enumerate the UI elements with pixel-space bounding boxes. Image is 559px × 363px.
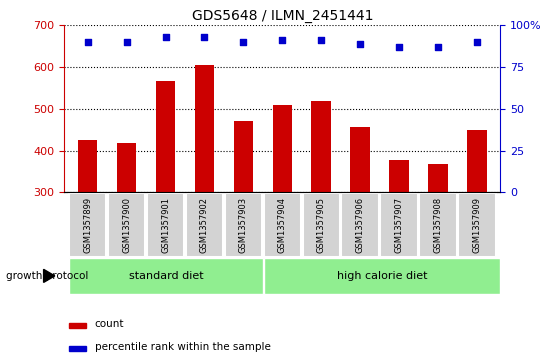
Bar: [69, 346, 86, 351]
Text: high calorie diet: high calorie diet: [337, 271, 428, 281]
Point: [161, 34, 170, 40]
FancyBboxPatch shape: [458, 193, 496, 257]
Bar: [428, 164, 448, 192]
Bar: [234, 121, 253, 192]
Bar: [195, 65, 214, 192]
Text: GSM1357904: GSM1357904: [278, 197, 287, 253]
Text: GSM1357901: GSM1357901: [161, 197, 170, 253]
Bar: [350, 127, 370, 192]
Point: [200, 34, 209, 40]
FancyBboxPatch shape: [264, 193, 301, 257]
Text: growth protocol: growth protocol: [6, 271, 88, 281]
FancyBboxPatch shape: [380, 193, 418, 257]
FancyBboxPatch shape: [108, 193, 145, 257]
Text: GSM1357900: GSM1357900: [122, 197, 131, 253]
Text: GSM1357903: GSM1357903: [239, 197, 248, 253]
Point: [278, 37, 287, 43]
FancyBboxPatch shape: [69, 193, 106, 257]
Bar: [78, 140, 97, 192]
Text: GSM1357907: GSM1357907: [395, 197, 404, 253]
FancyBboxPatch shape: [419, 193, 457, 257]
Title: GDS5648 / ILMN_2451441: GDS5648 / ILMN_2451441: [192, 9, 373, 23]
Bar: [311, 101, 331, 192]
Point: [239, 39, 248, 45]
Text: count: count: [95, 319, 124, 329]
Text: GSM1357902: GSM1357902: [200, 197, 209, 253]
FancyBboxPatch shape: [225, 193, 262, 257]
Bar: [467, 130, 487, 192]
Point: [317, 37, 326, 43]
Point: [395, 44, 404, 50]
Bar: [273, 105, 292, 192]
Text: GSM1357909: GSM1357909: [472, 197, 481, 253]
Point: [356, 41, 364, 47]
Text: GSM1357899: GSM1357899: [83, 197, 92, 253]
Text: GSM1357906: GSM1357906: [356, 197, 364, 253]
Bar: [156, 81, 175, 192]
Text: GSM1357908: GSM1357908: [434, 197, 443, 253]
FancyBboxPatch shape: [342, 193, 379, 257]
Text: percentile rank within the sample: percentile rank within the sample: [95, 342, 271, 352]
FancyBboxPatch shape: [186, 193, 223, 257]
FancyBboxPatch shape: [264, 258, 500, 294]
Point: [434, 44, 443, 50]
Bar: [390, 160, 409, 192]
Text: standard diet: standard diet: [129, 271, 203, 281]
Bar: [69, 323, 86, 328]
FancyBboxPatch shape: [302, 193, 340, 257]
Text: GSM1357905: GSM1357905: [317, 197, 326, 253]
Bar: [117, 143, 136, 192]
FancyBboxPatch shape: [147, 193, 184, 257]
FancyBboxPatch shape: [69, 258, 263, 294]
Point: [83, 39, 92, 45]
Point: [472, 39, 481, 45]
Point: [122, 39, 131, 45]
